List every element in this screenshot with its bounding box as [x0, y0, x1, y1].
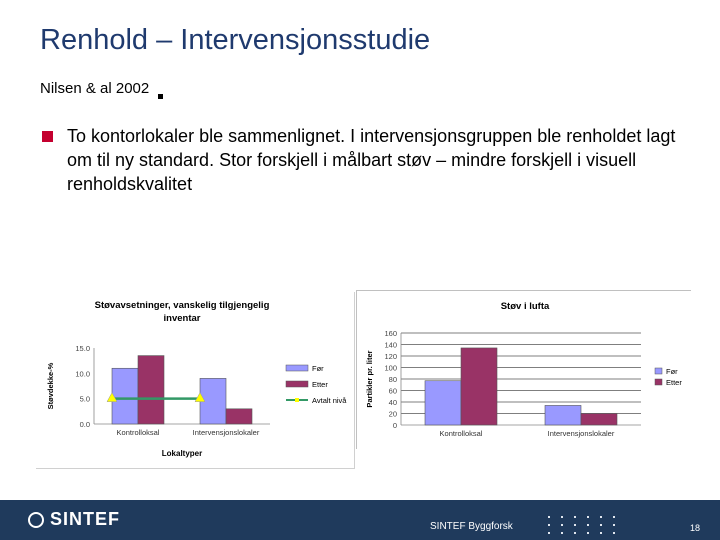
footer-dot	[587, 524, 589, 526]
dust-chart-bar	[111, 367, 139, 425]
dust-chart-category-label: Intervensjonslokaler	[193, 428, 260, 437]
dust-chart-tick-label: 15.0	[75, 344, 90, 353]
air-chart-legend-swatch	[654, 367, 663, 375]
dust-chart-tick-label: 5.0	[80, 395, 90, 404]
footer-dot	[548, 516, 550, 518]
dust-chart-legend-swatch	[285, 380, 309, 388]
air-chart-bar	[460, 347, 498, 426]
dust-chart-tick-label: 10.0	[75, 369, 90, 378]
dust-chart-legend-marker	[295, 398, 299, 402]
air-chart-ylabel: Partikler pr. liter	[365, 350, 374, 407]
footer-dot	[613, 524, 615, 526]
sintef-logo-icon	[28, 512, 44, 528]
dust-chart-bar	[137, 355, 165, 425]
dust-chart-title: inventar	[164, 313, 201, 324]
footer-dot	[600, 532, 602, 534]
bullet-text: To kontorlokaler ble sammenlignet. I int…	[67, 126, 676, 194]
footer-dot	[561, 516, 563, 518]
page-number: 18	[690, 523, 701, 533]
author-period-mark	[158, 94, 163, 99]
dust-chart-line-marker	[106, 392, 118, 402]
footer-dot	[600, 516, 602, 518]
footer-dot	[574, 516, 576, 518]
air-chart-bar	[580, 413, 618, 426]
footer-dot	[587, 532, 589, 534]
dust-deposit-chart: Støvavsetninger, vanskelig tilgjengelig i…	[36, 292, 355, 469]
slide-title: Renhold – Intervensjonsstudie	[40, 24, 431, 56]
footer-bar: SINTEF SINTEF Byggforsk 18	[0, 500, 720, 540]
dust-chart-line-marker	[194, 392, 206, 402]
air-chart-bar	[424, 380, 462, 426]
footer-dot	[574, 532, 576, 534]
dust-chart-ylabel: Støvdekke-%	[46, 362, 55, 409]
footer-dot	[613, 516, 615, 518]
air-chart-tick-label: 40	[389, 398, 397, 407]
air-chart-tick-label: 0	[393, 421, 397, 430]
footer-dot	[548, 524, 550, 526]
airborne-dust-chart-svg: Støv i lufta Partikler pr. liter 0 20 40 60 80…	[365, 301, 682, 459]
air-chart-legend-swatch	[654, 378, 663, 386]
air-chart-category-label: Intervensjonslokaler	[548, 429, 615, 438]
footer-dot	[587, 516, 589, 518]
air-chart-tick-label: 120	[384, 352, 397, 361]
dust-chart-legend-label: Etter	[312, 380, 328, 389]
dust-chart-tick-label: 0.0	[80, 420, 90, 429]
air-chart-legend-label: Før	[666, 367, 678, 376]
air-chart-tick-label: 140	[384, 341, 397, 350]
dust-chart-category-label: Kontrolloksal	[117, 428, 160, 437]
dust-chart-legend-swatch	[285, 364, 309, 372]
footer-dot	[561, 524, 563, 526]
air-chart-category-label: Kontrolloksal	[440, 429, 483, 438]
footer-dot	[548, 532, 550, 534]
dust-chart-title: Støvavsetninger, vanskelig tilgjengelig	[95, 300, 270, 311]
air-chart-legend-label: Etter	[666, 378, 682, 387]
dust-chart-bar	[225, 408, 253, 425]
air-chart-tick-label: 60	[389, 387, 397, 396]
sintef-logo-text: SINTEF	[50, 509, 121, 529]
air-chart-bar	[544, 405, 582, 426]
air-chart-tick-label: 20	[389, 410, 397, 419]
footer-org: SINTEF Byggforsk	[430, 521, 513, 532]
air-chart-tick-label: 80	[389, 375, 397, 384]
footer-dot	[561, 532, 563, 534]
dust-chart-legend-label: Før	[312, 364, 324, 373]
dust-chart-xlabel: Lokaltyper	[162, 449, 202, 458]
footer-dot	[613, 532, 615, 534]
sintef-logo: SINTEF	[28, 509, 120, 530]
air-chart-tick-label: 160	[384, 329, 397, 338]
footer-dot	[600, 524, 602, 526]
air-chart-title: Støv i lufta	[501, 301, 550, 312]
dust-deposit-chart-svg: Støvavsetninger, vanskelig tilgjengelig i…	[46, 300, 347, 458]
bullet-square-icon	[42, 131, 53, 142]
dust-chart-legend-label: Avtalt nivå	[312, 396, 347, 405]
footer-dot-pattern	[548, 516, 618, 536]
author-reference: Nilsen & al 2002	[40, 80, 150, 97]
footer-dot	[574, 524, 576, 526]
airborne-dust-chart: Støv i lufta Partikler pr. liter 0 20 40 60 80…	[356, 290, 691, 459]
air-chart-tick-label: 100	[384, 364, 397, 373]
